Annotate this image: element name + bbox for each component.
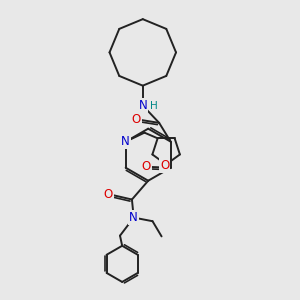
Text: N: N: [138, 99, 147, 112]
Text: O: O: [160, 159, 169, 172]
Text: N: N: [129, 211, 138, 224]
Text: O: O: [131, 113, 141, 126]
Text: N: N: [121, 135, 130, 148]
Text: O: O: [103, 188, 113, 201]
Text: H: H: [150, 100, 158, 110]
Text: O: O: [142, 160, 151, 173]
